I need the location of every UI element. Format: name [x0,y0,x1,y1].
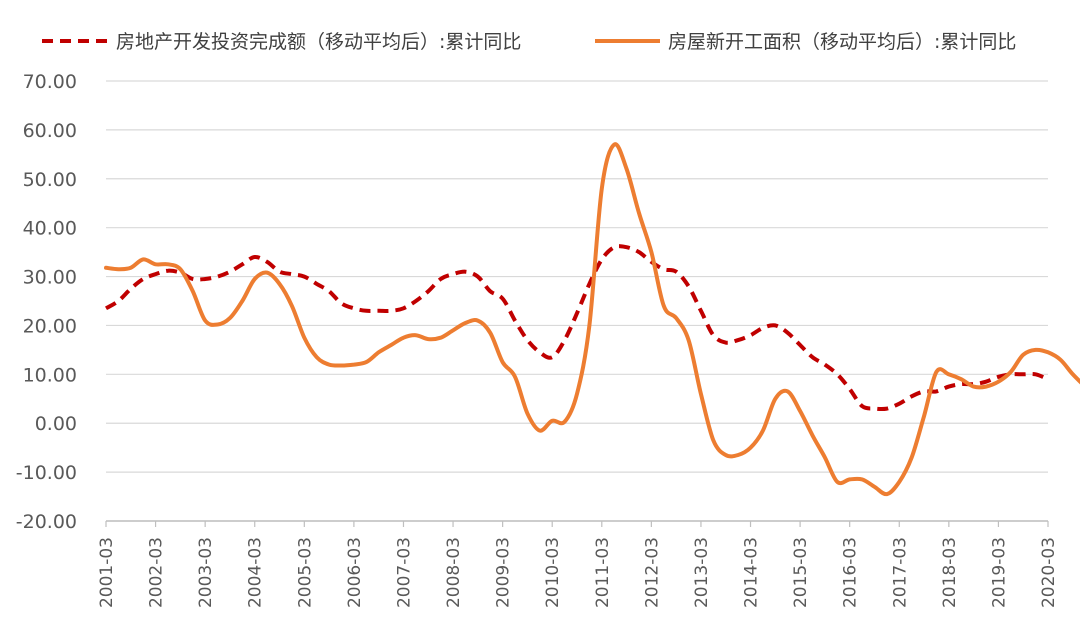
series-line-investment [105,244,1049,412]
x-tick-label: 2008-03 [444,537,464,608]
series [104,142,1080,497]
x-tick-label: 2004-03 [246,537,266,608]
x-tick-label: 2011-03 [593,537,613,608]
x-tick-label: 2019-03 [989,537,1009,608]
y-tick-label: 50.00 [23,169,77,191]
x-tick-label: 2017-03 [890,537,910,608]
x-tick-label: 2013-03 [692,537,712,608]
y-tick-label: -10.00 [16,462,77,484]
legend-label-investment: 房地产开发投资完成额（移动平均后）:累计同比 [116,31,521,53]
x-tick-label: 2002-03 [147,537,167,608]
x-tick-label: 2006-03 [345,537,365,608]
y-tick-label: 60.00 [23,120,77,142]
x-tick-label: 2010-03 [543,537,563,608]
y-tick-label: 10.00 [23,364,77,386]
y-axis-ticks: 70.00 60.00 50.00 40.00 30.00 20.00 10.00 0.00 -… [16,71,77,533]
y-tick-label: 40.00 [23,218,77,240]
y-tick-label: 20.00 [23,315,77,337]
gridlines [106,80,1048,522]
x-tick-label: 2007-03 [394,537,414,608]
x-tick-label: 2003-03 [196,537,216,608]
y-tick-label: 70.00 [23,71,77,93]
x-tick-label: 2012-03 [642,537,662,608]
x-tick-label: 2001-03 [97,537,117,608]
x-tick-label: 2016-03 [841,537,861,608]
x-tick-label: 2018-03 [940,537,960,608]
x-tick-label: 2015-03 [791,537,811,608]
legend: 房地产开发投资完成额（移动平均后）:累计同比 房屋新开工面积（移动平均后）:累计… [42,31,1016,53]
y-tick-label: -20.00 [16,511,77,533]
x-tick-label: 2020-03 [1039,537,1059,608]
x-tick-label: 2014-03 [742,537,762,608]
y-tick-label: 0.00 [35,413,77,435]
series-line-new-starts [104,142,1080,497]
legend-label-new-starts: 房屋新开工面积（移动平均后）:累计同比 [668,31,1016,53]
x-tick-label: 2009-03 [494,537,514,608]
y-tick-label: 30.00 [23,267,77,289]
x-tick-label: 2005-03 [295,537,315,608]
x-axis-ticks: 2001-03 2002-03 2003-03 2004-03 2005-03 2006-… [97,521,1059,608]
